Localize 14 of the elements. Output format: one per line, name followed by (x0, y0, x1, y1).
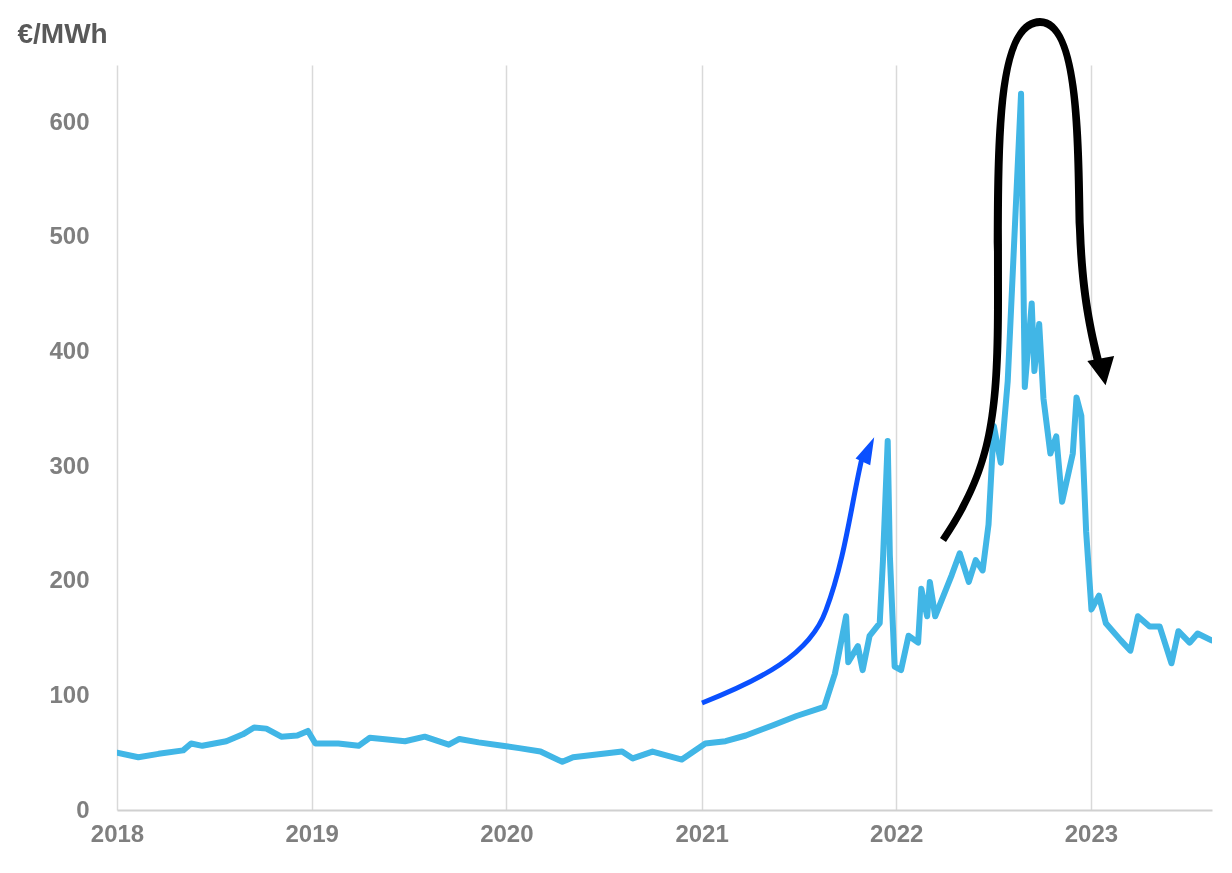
y-tick-label: 200 (49, 566, 90, 594)
y-tick-label: 0 (76, 795, 90, 823)
x-tick-label: 2018 (90, 819, 145, 847)
y-tick-label: 400 (49, 337, 90, 365)
x-tick-label: 2020 (480, 819, 534, 847)
x-tick-label: 2019 (285, 819, 339, 847)
x-tick-label: 2021 (675, 819, 729, 847)
y-tick-label: 500 (49, 222, 90, 250)
x-tick-label: 2023 (1064, 819, 1119, 847)
y-tick-label: 100 (49, 680, 90, 708)
y-tick-label: 600 (49, 107, 90, 135)
y-tick-label: 300 (49, 451, 90, 479)
y-axis-title: €/MWh (17, 17, 108, 49)
x-tick-label: 2022 (870, 819, 924, 847)
